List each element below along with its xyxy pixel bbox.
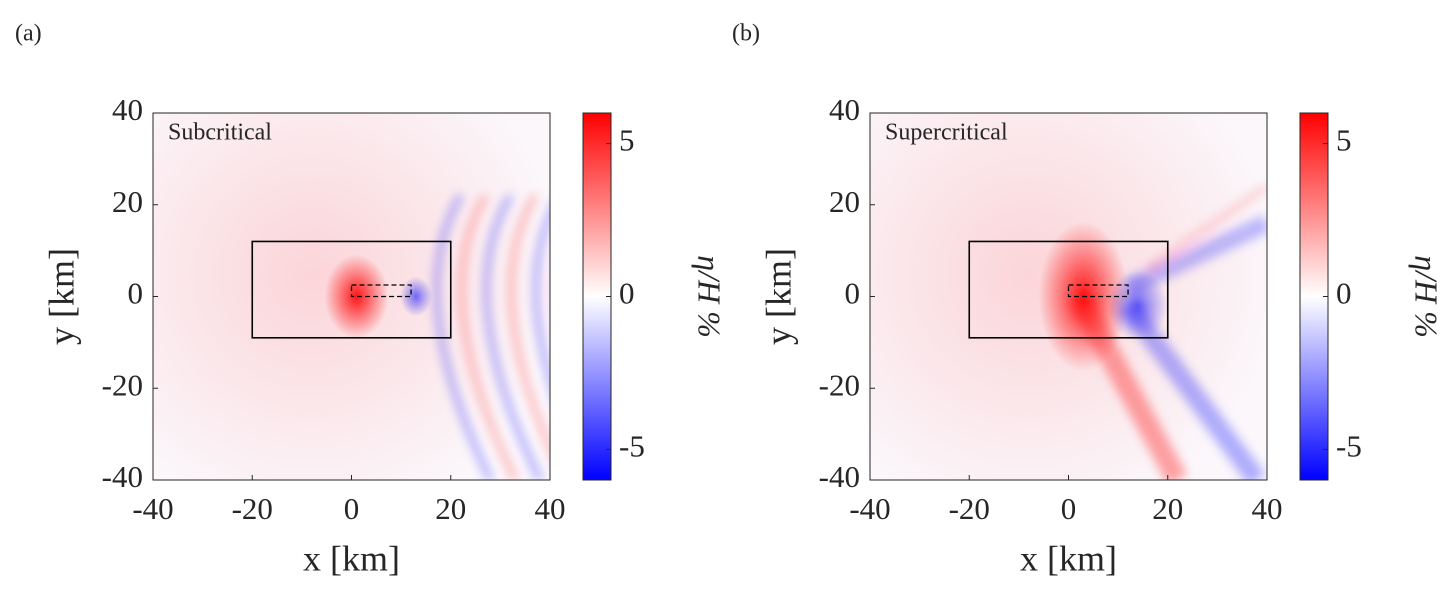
annotation: Supercritical (885, 120, 1008, 146)
panel-label: (b) (732, 21, 760, 47)
y-tick-label: 0 (128, 276, 144, 311)
x-tick-label: 40 (1252, 491, 1283, 526)
colorbar-label: η/H % (692, 255, 728, 338)
wave (532, 206, 550, 392)
y-tick-label: -20 (102, 367, 143, 402)
y-tick-label: -40 (819, 459, 860, 494)
region-box (350, 284, 412, 298)
y-tick-label: 20 (112, 184, 143, 219)
colorbar-tick-label: 5 (619, 123, 635, 158)
wave (507, 193, 550, 457)
field-waves (433, 193, 550, 480)
x-tick-label: 20 (1152, 491, 1183, 526)
x-tick-label: -40 (849, 491, 890, 526)
wave (482, 193, 544, 480)
y-axis-label: y [km] (41, 248, 81, 345)
x-tick-label: 0 (1061, 491, 1077, 526)
y-tick-label: 0 (845, 276, 861, 311)
field (153, 113, 550, 480)
region-box (1067, 284, 1129, 298)
x-tick-label: -40 (132, 491, 173, 526)
y-tick-label: 40 (829, 92, 860, 127)
colorbar-tick-label: -5 (619, 429, 645, 464)
region-box (968, 240, 1169, 339)
wave (433, 193, 494, 480)
blob (1107, 270, 1168, 341)
y-tick-label: 40 (112, 92, 143, 127)
x-axis-label: x [km] (303, 538, 400, 578)
panel-label: (a) (15, 21, 42, 47)
x-tick-label: -20 (949, 491, 990, 526)
blob (400, 276, 433, 317)
colorbar-tick-label: -5 (1336, 429, 1362, 464)
y-axis-label: y [km] (758, 248, 798, 345)
colorbar-tick-label: 5 (1336, 123, 1352, 158)
y-tick-label: 20 (829, 184, 860, 219)
x-tick-label: -20 (232, 491, 273, 526)
x-axis-label: x [km] (1020, 538, 1117, 578)
colorbar-tick-label: 0 (619, 276, 635, 311)
region-box (251, 240, 452, 339)
y-tick-label: -20 (819, 367, 860, 402)
y-tick-label: -40 (102, 459, 143, 494)
colorbar-label: η/H % (1409, 255, 1445, 338)
x-tick-label: 20 (435, 491, 466, 526)
wave (458, 193, 519, 480)
x-tick-label: 40 (535, 491, 566, 526)
blob (324, 254, 389, 339)
colorbar-tick-label: 0 (1336, 276, 1352, 311)
x-tick-label: 0 (344, 491, 360, 526)
annotation: Subcritical (168, 120, 272, 146)
